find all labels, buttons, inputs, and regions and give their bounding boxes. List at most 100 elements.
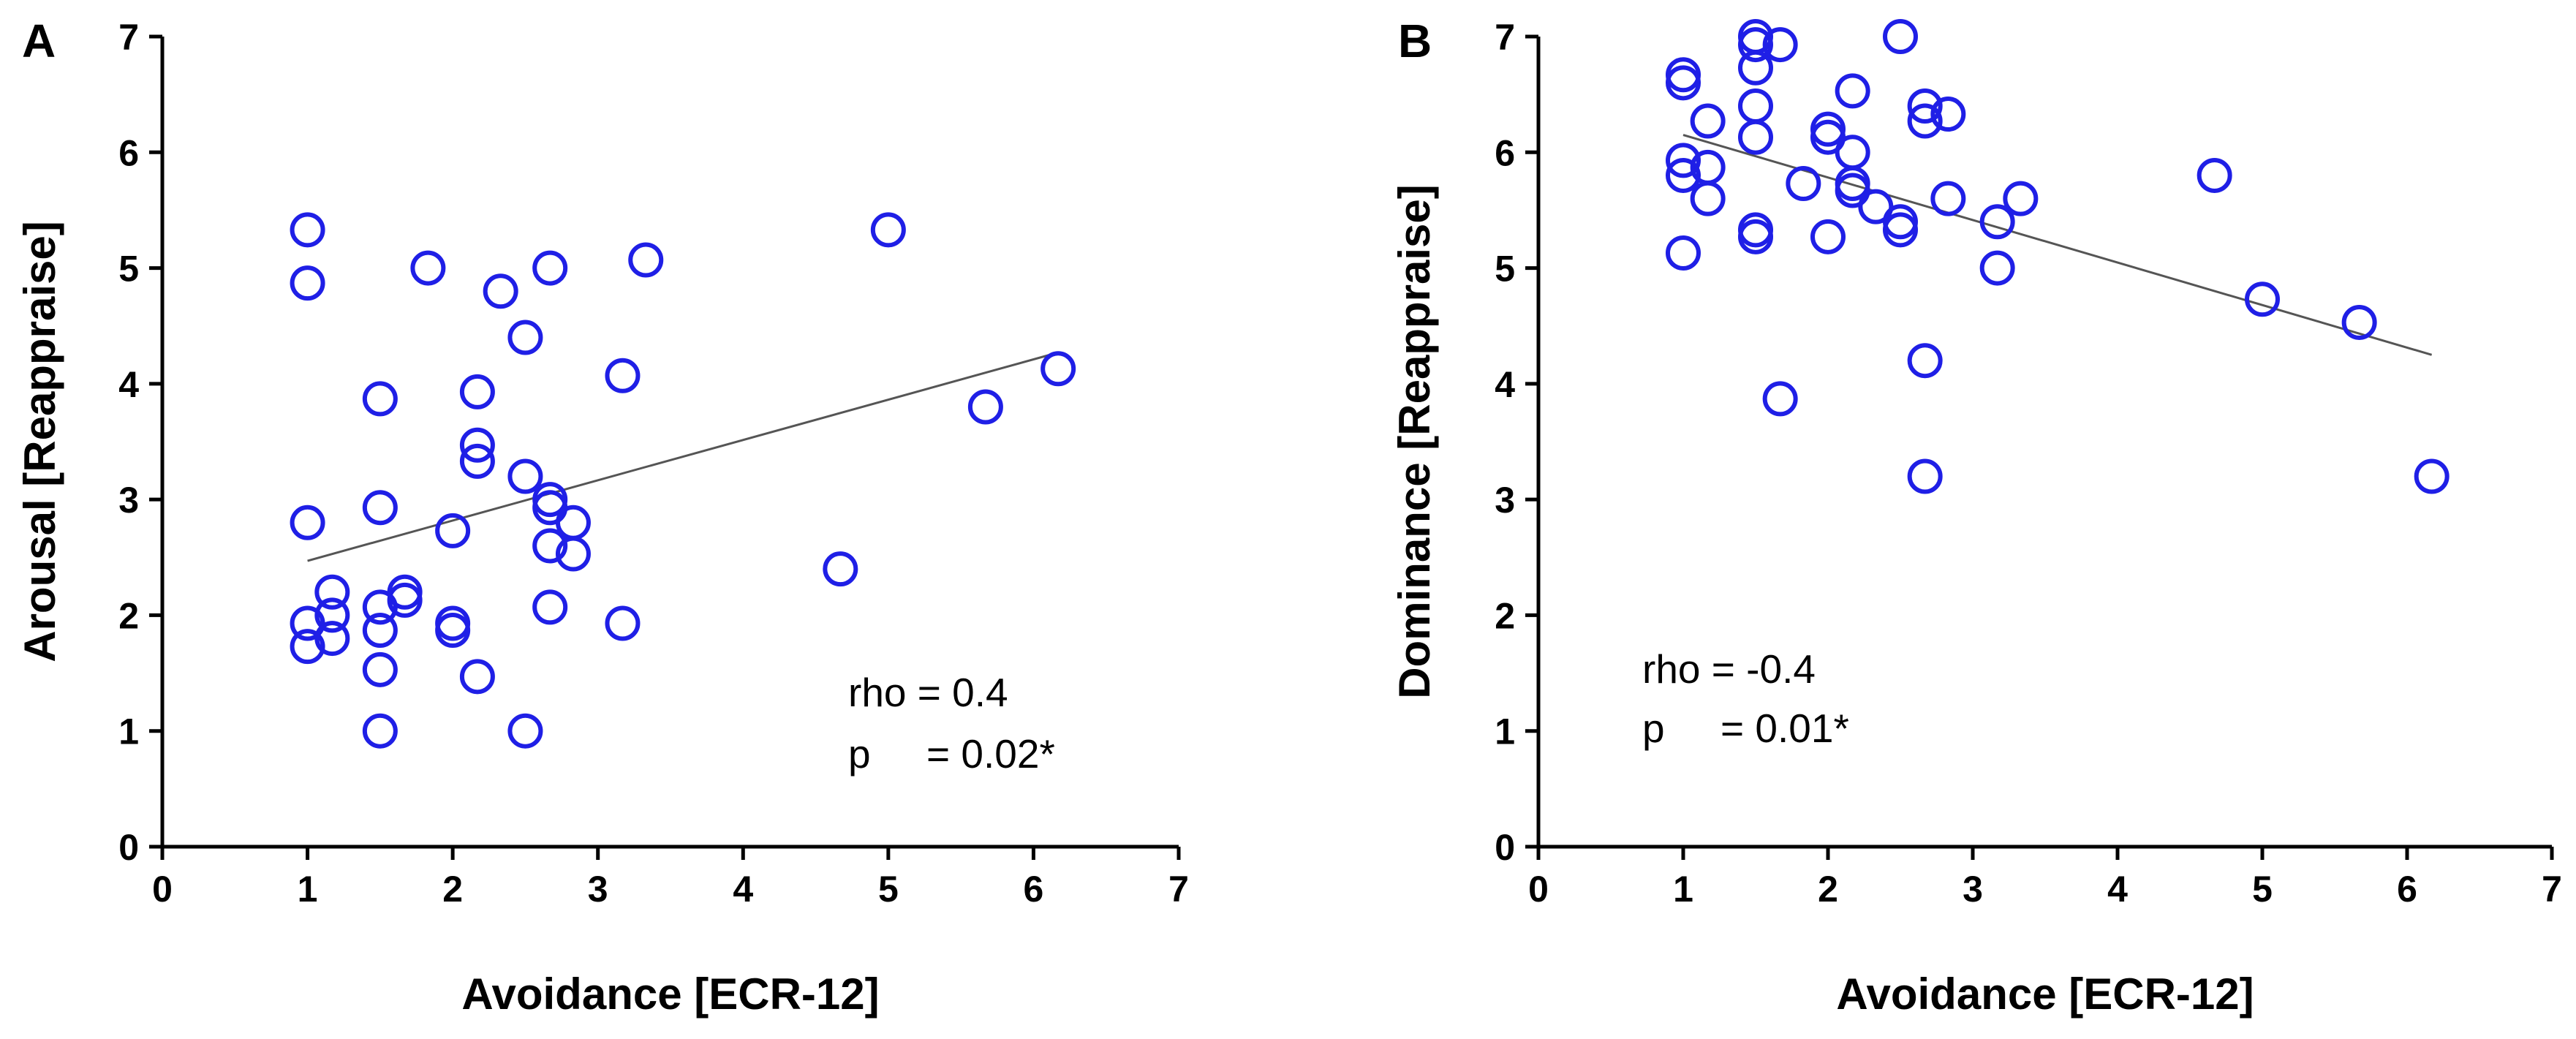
data-point [823, 551, 858, 587]
data-point [555, 505, 591, 540]
x-tick-label: 0 [152, 869, 173, 910]
data-point [1738, 88, 1773, 124]
data-point [555, 536, 591, 572]
data-point [1690, 181, 1726, 216]
x-tick-label: 7 [2542, 869, 2562, 910]
data-point [1883, 19, 1918, 54]
data-point [387, 582, 423, 618]
data-point [2245, 282, 2280, 317]
panel-a: A 0 1 2 3 4 5 6 7 0 1 2 3 4 5 6 7 Avoidance [ECR-12] Arous… [15, 15, 1189, 1019]
p-value-annotation: p = 0.01* [1642, 706, 1849, 751]
data-point [1738, 212, 1773, 248]
rho-annotation: rho = 0.4 [848, 670, 1008, 715]
data-point [290, 265, 325, 301]
x-tick-label: 0 [1528, 869, 1549, 910]
data-point [435, 605, 471, 641]
data-point [1930, 181, 1966, 216]
x-tick-label: 4 [733, 869, 753, 910]
x-tick-label: 1 [298, 869, 318, 910]
data-point [1930, 97, 1966, 132]
data-point [532, 250, 568, 286]
data-point [314, 574, 350, 610]
data-point [1835, 173, 1870, 208]
data-point [1666, 65, 1701, 101]
rho-annotation: rho = -0.4 [1642, 646, 1816, 692]
data-point [2197, 157, 2232, 193]
x-tick-label: 3 [588, 869, 608, 910]
data-point [314, 621, 350, 657]
y-tick-label: 2 [1495, 595, 1515, 636]
panel-b: B 0 1 2 3 4 5 6 7 0 1 2 3 4 5 6 7 Avoidance [ECR-12] Domin… [1390, 15, 2562, 1019]
data-point [507, 458, 543, 494]
data-point [483, 273, 518, 309]
data-point [605, 358, 641, 393]
y-tick-label: 3 [118, 480, 139, 521]
data-point [435, 613, 471, 649]
y-tick-label: 0 [1495, 827, 1515, 868]
data-point [605, 605, 641, 641]
y-tick-label: 3 [1495, 480, 1515, 521]
data-point [1666, 143, 1701, 178]
data-point [1979, 204, 2015, 240]
data-point [1835, 73, 1870, 109]
y-axis-title: Arousal [Reappraise] [15, 221, 64, 662]
data-point [1858, 189, 1894, 224]
x-axis-title: Avoidance [ECR-12] [461, 970, 879, 1019]
data-point [314, 597, 350, 633]
regression-line [307, 351, 1059, 562]
data-point [532, 589, 568, 625]
x-tick-label: 7 [1168, 869, 1189, 910]
p-value-annotation: p = 0.02* [848, 731, 1055, 777]
data-point [628, 242, 664, 278]
y-tick-label: 6 [1495, 132, 1515, 173]
data-point [362, 490, 398, 526]
data-point [507, 713, 543, 749]
data-point [1738, 50, 1773, 86]
data-point [1835, 135, 1870, 170]
data-point [1762, 27, 1798, 63]
data-point [290, 605, 325, 641]
data-point [459, 427, 495, 463]
data-point [1907, 458, 1943, 494]
data-point [1666, 235, 1701, 271]
data-point [1690, 103, 1726, 139]
data-point [1883, 212, 1918, 248]
data-point [1786, 166, 1821, 202]
data-point [290, 212, 325, 248]
data-point [1738, 219, 1773, 254]
y-tick-label: 5 [118, 249, 139, 290]
y-tick-label: 4 [1495, 364, 1515, 405]
data-point [967, 389, 1003, 425]
data-point [1979, 250, 2015, 286]
y-tick-label: 4 [118, 364, 139, 405]
data-point [1810, 119, 1846, 155]
y-tick-label: 7 [1495, 17, 1515, 58]
data-point [435, 513, 471, 548]
data-point [362, 613, 398, 649]
y-tick-label: 2 [118, 595, 139, 636]
panel-letter: B [1398, 15, 1432, 67]
data-point [870, 212, 906, 248]
x-tick-label: 2 [1818, 869, 1838, 910]
data-point [1666, 157, 1701, 193]
data-point [459, 374, 495, 409]
data-point [362, 713, 398, 749]
data-point [1762, 381, 1798, 417]
data-point [410, 250, 446, 286]
y-tick-label: 7 [118, 17, 139, 58]
y-tick-label: 5 [1495, 249, 1515, 290]
data-point [290, 629, 325, 665]
data-point [290, 505, 325, 540]
data-point [2003, 181, 2039, 216]
data-point [362, 381, 398, 417]
data-point [459, 443, 495, 479]
panel-letter: A [22, 15, 56, 67]
data-point [507, 320, 543, 355]
y-tick-label: 0 [118, 827, 139, 868]
data-point [1907, 103, 1943, 139]
y-tick-label: 1 [1495, 711, 1515, 752]
data-point [1738, 119, 1773, 155]
regression-line [1682, 134, 2433, 356]
data-point [362, 589, 398, 625]
